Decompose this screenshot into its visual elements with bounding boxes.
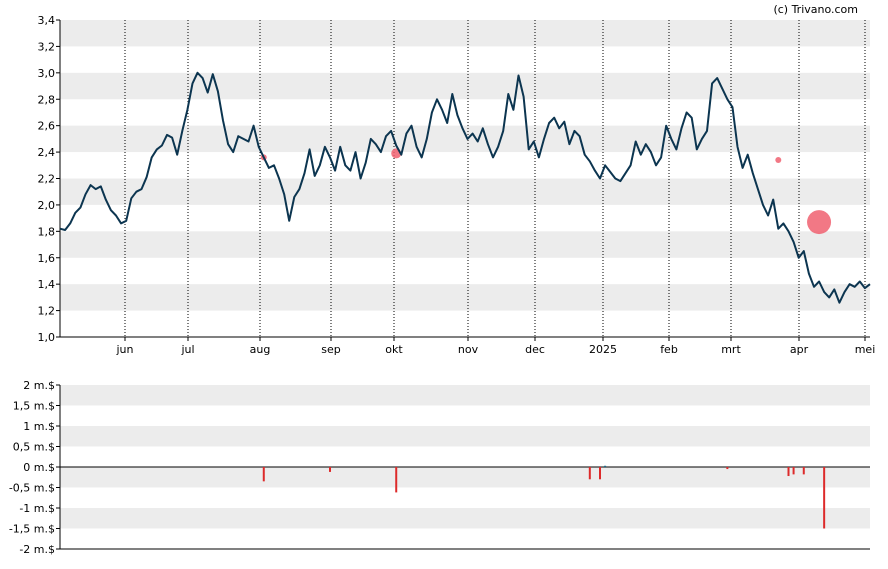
- price-band: [60, 72, 870, 100]
- price-ytick-label: 2,8: [38, 93, 56, 106]
- volume-ytick-label: 0 m.$: [23, 461, 55, 474]
- volume-ytick-label: 1,5 m.$: [13, 400, 55, 413]
- xtick-label: apr: [790, 343, 809, 356]
- credit-text: (c) Trivano.com: [773, 3, 858, 16]
- price-band: [60, 284, 870, 311]
- trade-marker: [807, 210, 832, 235]
- price-ytick-label: 1,6: [38, 252, 56, 265]
- price-ytick-label: 2,0: [38, 199, 56, 212]
- xtick-label: feb: [660, 343, 678, 356]
- volume-ytick-label: 0,5 m.$: [13, 441, 55, 454]
- price-panel: 1,0 1,2 1,4 1,6 1,8 2,0 2,2 2,4 2,6 2,8 3,0 3,2 3,4 j…: [38, 14, 876, 356]
- price-ytick-label: 3,0: [38, 67, 56, 80]
- volume-ytick-label: 1 m.$: [23, 420, 55, 433]
- volume-ytick-label: -1,5 m.$: [9, 523, 55, 536]
- volume-band: [60, 385, 870, 406]
- price-series-line: [59, 71, 871, 304]
- price-ytick-label: 3,4: [38, 14, 56, 27]
- xtick-label: mrt: [721, 343, 741, 356]
- volume-ytick-label: -2 m.$: [19, 543, 55, 556]
- price-ytick-label: 1,4: [38, 278, 56, 291]
- xtick-label: mei: [855, 343, 876, 356]
- price-ytick-label: 2,6: [38, 120, 56, 133]
- xtick-label: 2025: [589, 343, 617, 356]
- trade-marker: [775, 157, 782, 164]
- price-ytick-label: 3,2: [38, 40, 56, 53]
- price-ytick-label: 1,0: [38, 331, 56, 344]
- price-ytick-label: 1,8: [38, 225, 56, 238]
- volume-band: [60, 426, 870, 447]
- price-band: [60, 20, 870, 47]
- price-band: [60, 231, 870, 258]
- xtick-label: jul: [180, 343, 194, 356]
- volume-ytick-label: -0,5 m.$: [9, 482, 55, 495]
- xtick-label: jun: [116, 343, 134, 356]
- xtick-label: okt: [385, 343, 403, 356]
- price-ytick-label: 2,4: [38, 146, 56, 159]
- volume-ytick-label: -1 m.$: [19, 502, 55, 515]
- xtick-label: nov: [458, 343, 479, 356]
- xtick-label: aug: [250, 343, 271, 356]
- volume-band: [60, 467, 870, 488]
- price-ytick-label: 1,2: [38, 305, 56, 318]
- xtick-label: dec: [525, 343, 545, 356]
- volume-panel: -2 m.$ -1,5 m.$ -1 m.$ -0,5 m.$ 0 m.$ 0,5 m.$…: [9, 379, 870, 556]
- xtick-label: sep: [321, 343, 340, 356]
- volume-ytick-label: 2 m.$: [23, 379, 55, 392]
- price-ytick-label: 2,2: [38, 173, 56, 186]
- price-band: [60, 178, 870, 205]
- volume-band: [60, 508, 870, 529]
